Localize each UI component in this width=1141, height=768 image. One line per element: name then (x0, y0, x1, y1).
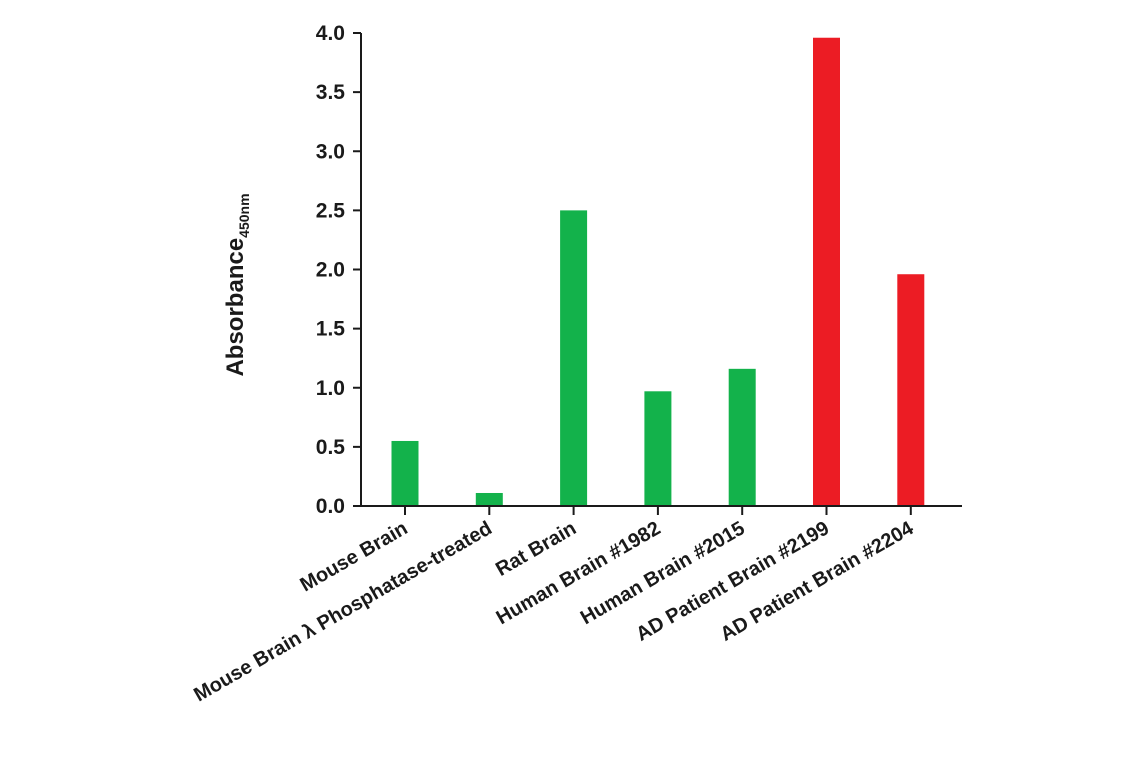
y-tick-label: 2.5 (316, 199, 346, 222)
y-tick-label: 2.0 (316, 259, 345, 282)
y-tick-label: 3.5 (316, 81, 346, 104)
y-axis-label: Absorbance450nm (222, 193, 252, 376)
bar (644, 391, 672, 506)
y-tick-label: 0.0 (316, 495, 345, 518)
bar (475, 492, 503, 506)
bar (813, 37, 840, 506)
y-tick-label: 1.5 (316, 318, 346, 341)
x-tick-label: Mouse Brain λ Phosphatase-treated (190, 517, 496, 706)
y-tick-label: 1.0 (316, 377, 345, 400)
bars (391, 37, 925, 506)
bar (560, 210, 588, 506)
bar (728, 368, 756, 506)
bar (897, 274, 925, 506)
y-axis-label-subscript: 450nm (236, 193, 252, 237)
bar (391, 440, 419, 506)
y-axis-label-main: Absorbance (222, 238, 249, 377)
y-axis-ticks: 0.0 0.5 1.0 1.5 2.0 2.5 3.0 3.5 4.0 (316, 22, 361, 518)
y-tick-label: 4.0 (316, 22, 345, 45)
y-tick-label: 3.0 (316, 140, 345, 163)
y-tick-label: 0.5 (316, 436, 346, 459)
